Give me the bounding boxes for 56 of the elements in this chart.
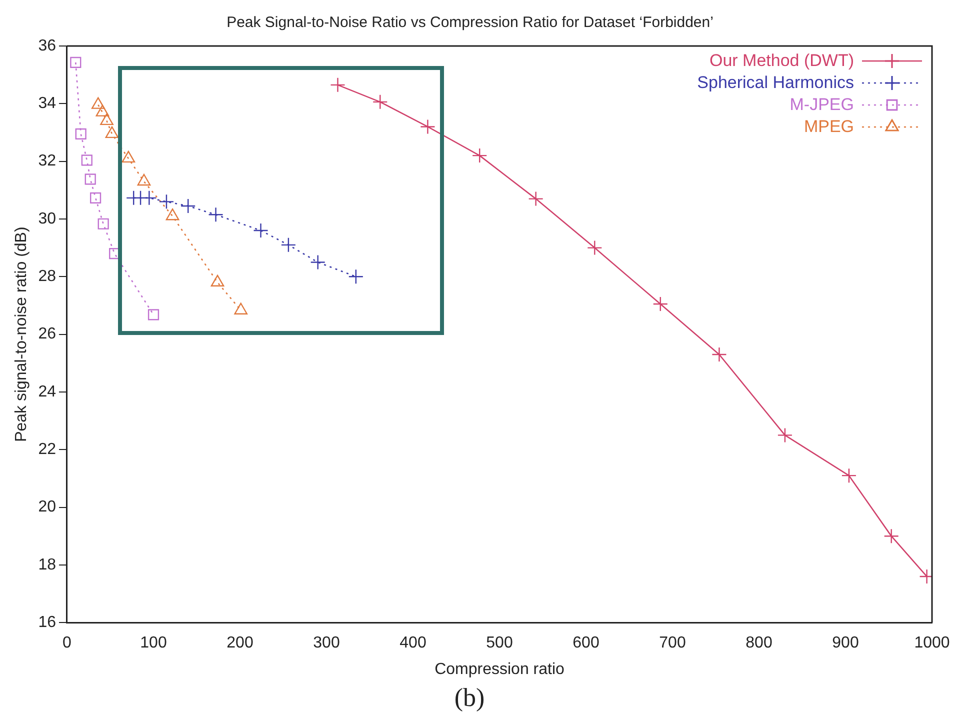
legend-label: Spherical Harmonics xyxy=(697,72,854,94)
point xyxy=(528,191,544,206)
x-tick-label: 800 xyxy=(746,634,772,652)
point xyxy=(142,190,157,206)
point xyxy=(253,222,268,238)
x-tick-label: 500 xyxy=(486,634,513,652)
point xyxy=(372,94,388,110)
point xyxy=(98,218,109,230)
legend-label: M-JPEG xyxy=(790,94,854,116)
point xyxy=(841,468,857,484)
y-tick-label: 36 xyxy=(38,37,56,54)
point xyxy=(75,128,86,140)
x-axis-title: Compression ratio xyxy=(434,660,565,678)
legend-label: MPEG xyxy=(804,116,854,138)
point xyxy=(148,309,160,320)
y-tick-label: 30 xyxy=(38,210,56,228)
point xyxy=(712,346,727,362)
point xyxy=(884,528,899,544)
x-tick-label: 600 xyxy=(572,634,600,652)
point xyxy=(180,198,196,214)
point xyxy=(348,269,364,284)
y-tick-label: 16 xyxy=(38,614,56,632)
x-tick-label: 100 xyxy=(140,634,167,652)
point xyxy=(777,428,793,443)
point xyxy=(420,119,436,134)
y-tick-label: 32 xyxy=(38,152,56,170)
point xyxy=(587,240,602,256)
y-tick-label: 24 xyxy=(38,383,56,400)
legend-label: Our Method (DWT) xyxy=(709,50,854,72)
x-tick-label: 300 xyxy=(313,634,340,652)
point xyxy=(158,194,174,210)
y-axis-title: Peak signal-to-noise ratio (dB) xyxy=(13,226,30,442)
point xyxy=(652,296,668,312)
chart-title: Peak Signal-to-Noise Ratio vs Compression Ratio for Dataset ‘Forbidden’ xyxy=(226,14,714,32)
x-tick-label: 1000 xyxy=(914,634,950,652)
y-tick-label: 34 xyxy=(38,95,56,112)
point xyxy=(81,154,92,166)
x-tick-label: 400 xyxy=(400,634,426,652)
y-tick-label: 18 xyxy=(38,556,56,574)
y-tick-label: 20 xyxy=(38,498,56,516)
point xyxy=(330,77,346,93)
x-tick-label: 900 xyxy=(832,634,859,652)
x-tick-label: 0 xyxy=(62,634,72,652)
point xyxy=(90,192,102,204)
point xyxy=(310,254,326,270)
point xyxy=(472,148,488,164)
y-tick-label: 28 xyxy=(38,268,56,286)
point xyxy=(70,56,82,68)
y-tick-label: 22 xyxy=(38,441,56,458)
text: (b) xyxy=(454,683,485,712)
x-tick-label: 200 xyxy=(226,634,254,652)
point xyxy=(208,207,224,222)
point xyxy=(84,174,96,185)
point xyxy=(280,237,296,253)
x-tick-label: 700 xyxy=(659,634,686,652)
y-tick-label: 26 xyxy=(38,326,56,343)
